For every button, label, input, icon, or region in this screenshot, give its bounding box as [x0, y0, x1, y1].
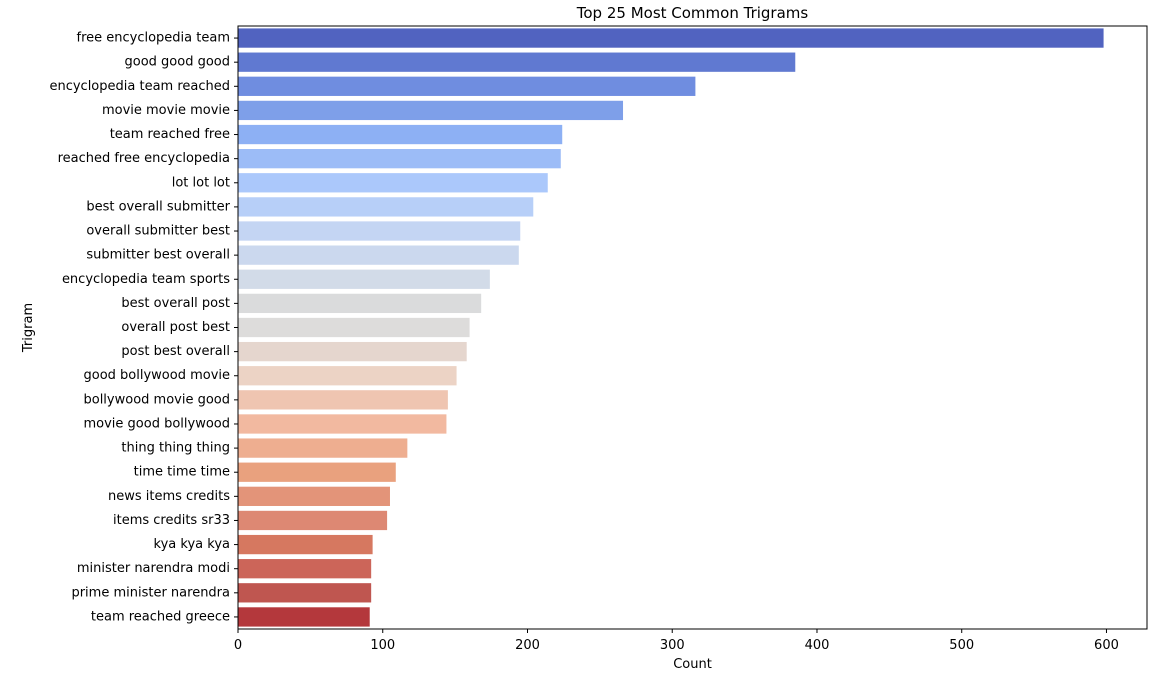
- x-axis-title: Count: [673, 657, 712, 672]
- y-tick-label: bollywood movie good: [83, 392, 230, 407]
- bar-4: [238, 100, 624, 121]
- bar-10: [238, 245, 519, 265]
- y-tick-label: minister narendra modi: [77, 561, 230, 576]
- y-axis-title: Trigram: [21, 303, 36, 353]
- y-tick-label: items credits sr33: [113, 513, 230, 528]
- y-tick-label: overall submitter best: [86, 224, 230, 239]
- x-tick-label: 100: [370, 638, 395, 653]
- y-tick-label: best overall submitter: [86, 199, 230, 214]
- bars-group: [238, 28, 1104, 627]
- bar-7: [238, 173, 548, 193]
- y-tick-label: movie good bollywood: [83, 416, 230, 431]
- y-tick-label: movie movie movie: [102, 103, 230, 118]
- x-axis: 0 100 200 300 400 500 600: [234, 629, 1119, 653]
- y-tick-label: overall post best: [121, 320, 230, 335]
- x-tick-label: 200: [515, 638, 540, 653]
- x-tick-label: 400: [805, 638, 830, 653]
- y-tick-label: good bollywood movie: [83, 368, 230, 383]
- bar-3: [238, 76, 696, 96]
- y-tick-label: team reached free: [110, 127, 230, 142]
- y-tick-label: good good good: [125, 55, 231, 70]
- y-tick-label: reached free encyclopedia: [58, 151, 230, 166]
- bar-6: [238, 149, 561, 169]
- bar-8: [238, 197, 534, 217]
- bar-11: [238, 269, 490, 289]
- y-tick-label: post best overall: [121, 344, 230, 359]
- y-tick-label: submitter best overall: [86, 248, 230, 263]
- bar-21: [238, 510, 388, 531]
- bar-19: [238, 462, 396, 482]
- y-tick-label: time time time: [134, 465, 230, 480]
- bar-20: [238, 486, 390, 506]
- y-tick-label: free encyclopedia team: [77, 31, 231, 46]
- bar-12: [238, 293, 482, 314]
- bar-18: [238, 438, 408, 458]
- x-tick-label: 300: [660, 638, 685, 653]
- y-tick-label: kya kya kya: [154, 537, 230, 552]
- x-tick-label: 600: [1094, 638, 1119, 653]
- y-tick-label: news items credits: [108, 489, 230, 504]
- y-tick-label: team reached greece: [91, 609, 230, 624]
- bar-9: [238, 221, 521, 241]
- bar-25: [238, 607, 370, 627]
- y-axis: free encyclopedia team good good good ency…: [49, 31, 238, 624]
- y-tick-label: encyclopedia team reached: [49, 79, 230, 94]
- bar-13: [238, 317, 470, 338]
- chart-title: Top 25 Most Common Trigrams: [576, 4, 809, 22]
- bar-14: [238, 341, 467, 362]
- y-tick-label: encyclopedia team sports: [62, 272, 230, 287]
- y-tick-label: best overall post: [121, 296, 230, 311]
- bar-16: [238, 390, 448, 410]
- y-tick-label: prime minister narendra: [71, 585, 230, 600]
- bar-24: [238, 583, 372, 603]
- y-tick-label: lot lot lot: [172, 175, 230, 190]
- bar-17: [238, 414, 447, 434]
- bar-22: [238, 534, 373, 555]
- bar-23: [238, 559, 372, 579]
- x-tick-label: 500: [949, 638, 974, 653]
- bar-15: [238, 366, 457, 386]
- y-tick-label: thing thing thing: [121, 441, 230, 456]
- bar-5: [238, 124, 563, 145]
- bar-1: [238, 28, 1104, 48]
- x-tick-label: 0: [234, 638, 242, 653]
- bar-2: [238, 52, 796, 72]
